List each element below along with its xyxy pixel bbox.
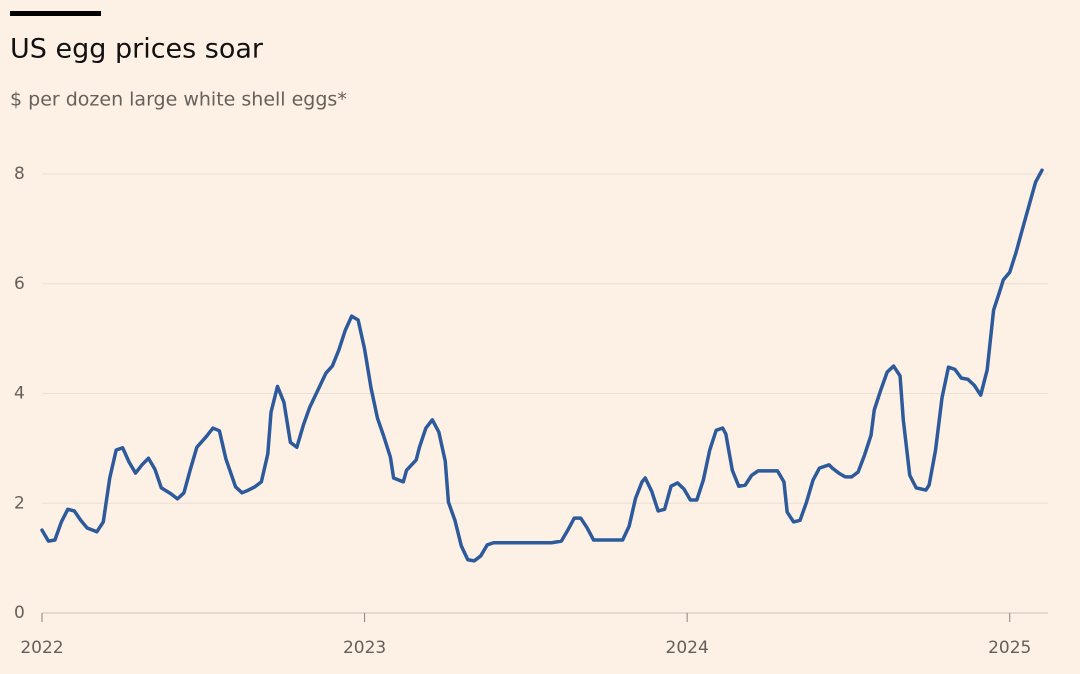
brand-bar [10, 11, 101, 16]
x-tick-label: 2022 [20, 638, 63, 658]
y-tick-label: 6 [14, 274, 25, 294]
x-tick-label: 2024 [666, 638, 709, 658]
chart-subtitle: $ per dozen large white shell eggs* [10, 89, 347, 111]
x-tick-label: 2025 [988, 638, 1031, 658]
y-tick-label: 8 [14, 164, 25, 184]
y-tick-label: 2 [14, 493, 25, 513]
x-tick-label: 2023 [343, 638, 386, 658]
chart-title: US egg prices soar [10, 34, 264, 65]
y-tick-label: 0 [14, 603, 25, 623]
data-line [40, 168, 1044, 563]
y-tick-label: 4 [14, 384, 25, 404]
